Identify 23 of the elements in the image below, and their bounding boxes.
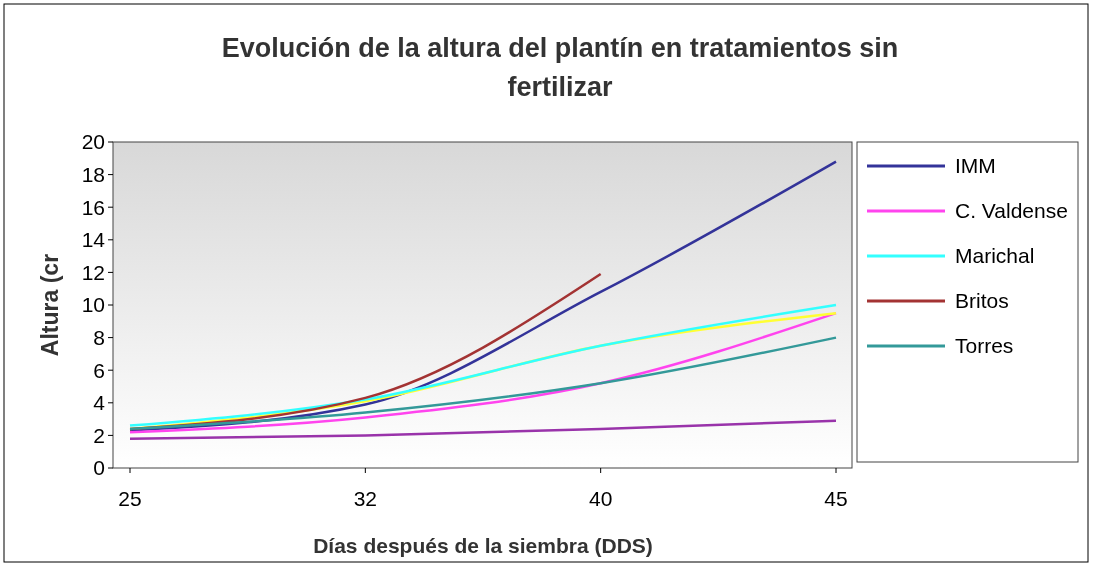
x-tick-label: 45 xyxy=(824,487,848,510)
y-axis-title: Altura (cr xyxy=(37,253,63,357)
y-tick-label: 6 xyxy=(93,358,105,382)
legend-label: IMM xyxy=(955,154,996,178)
y-tick-label: 2 xyxy=(93,423,105,447)
legend-label: C. Valdense xyxy=(955,199,1068,223)
y-tick-label: 16 xyxy=(81,195,105,219)
chart-title: Evolución de la altura del plantín en tratamientos sin fertilizar xyxy=(221,33,899,102)
y-tick-label: 0 xyxy=(93,456,105,480)
x-axis-title: Días después de la siembra (DDS) xyxy=(313,534,653,557)
legend-label: Marichal xyxy=(955,244,1035,268)
x-tick-label: 40 xyxy=(588,487,613,510)
y-tick-label: 20 xyxy=(81,130,105,154)
y-tick-label: 8 xyxy=(93,325,105,349)
y-tick-label: 10 xyxy=(81,293,105,317)
y-tick-label: 12 xyxy=(81,260,105,284)
y-tick-label: 14 xyxy=(81,228,106,252)
y-tick-label: 4 xyxy=(93,391,106,415)
x-tick-label: 32 xyxy=(353,487,378,510)
y-tick-label: 18 xyxy=(81,162,105,186)
legend-label: Torres xyxy=(955,334,1014,358)
legend-label: Britos xyxy=(955,289,1009,313)
x-tick-label: 25 xyxy=(118,487,142,510)
